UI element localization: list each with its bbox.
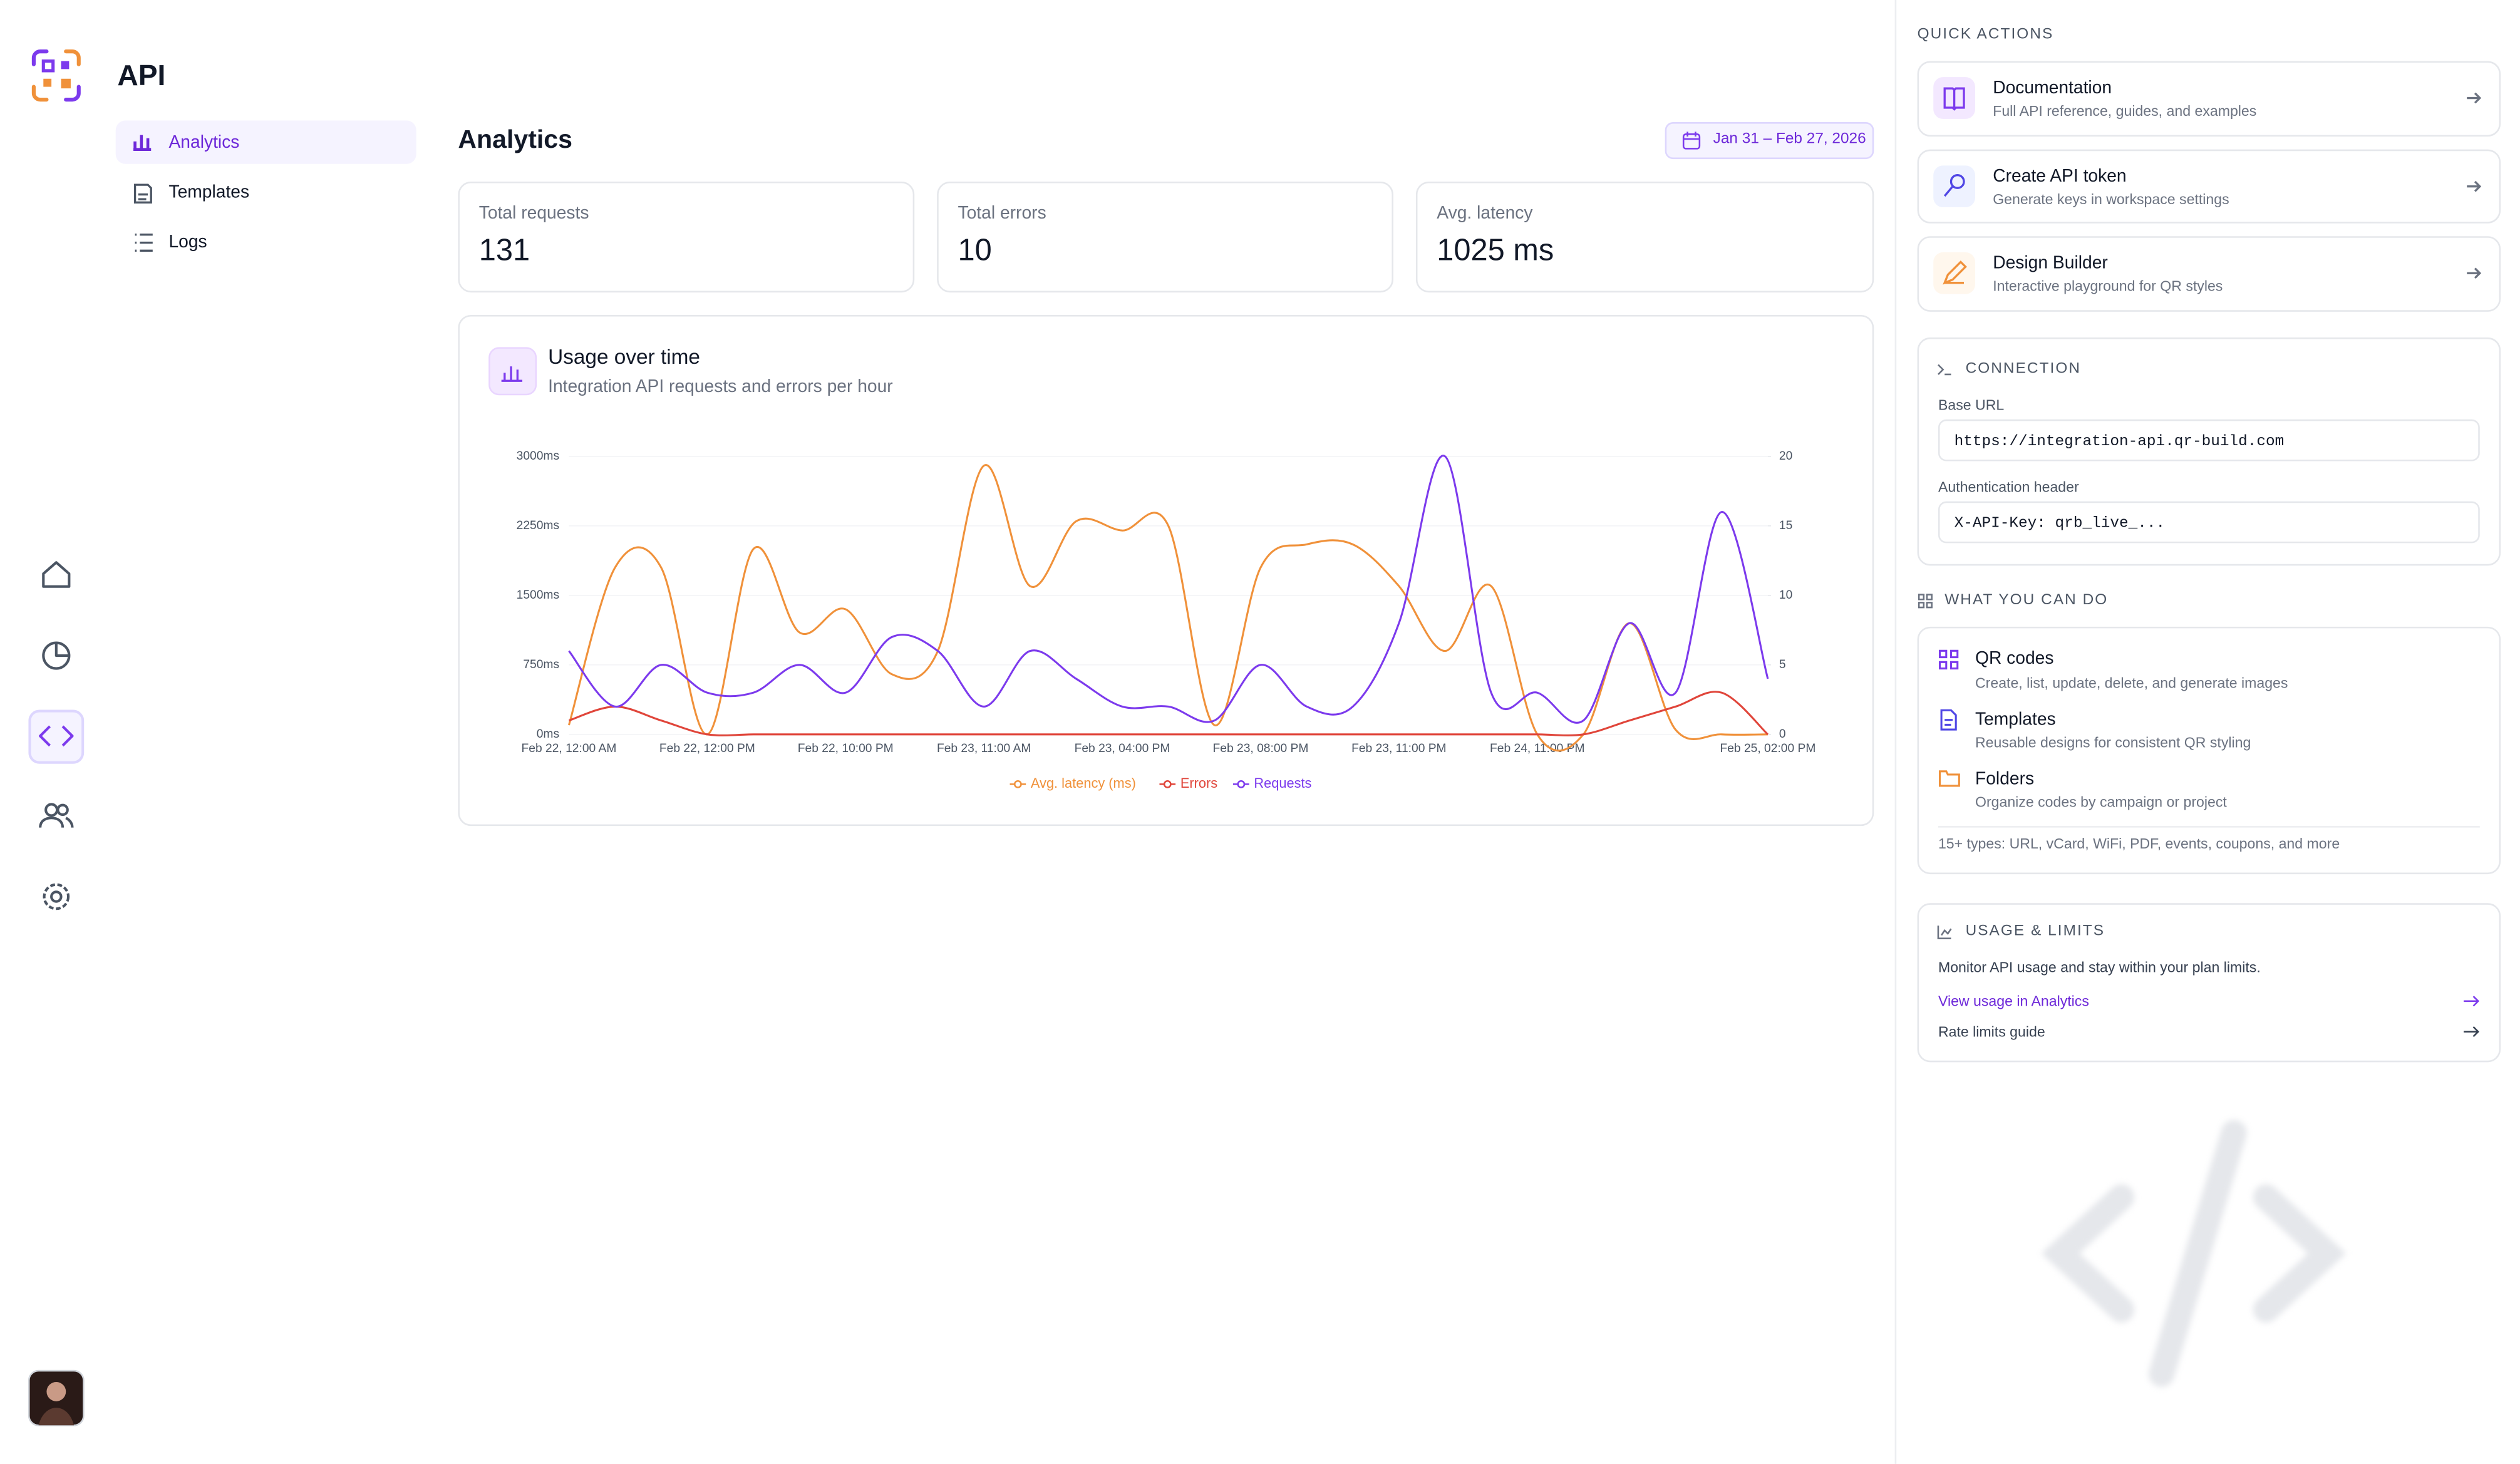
action-desc: Generate keys in workspace settings [1993, 191, 2229, 208]
chart: Usage over time Integration API requests… [488, 346, 1815, 791]
avatar[interactable] [28, 1369, 85, 1426]
grid-icon [1918, 594, 1933, 609]
right-panel [1894, 0, 2520, 1464]
field-label: Authentication header [1938, 478, 2079, 495]
home-icon[interactable] [42, 561, 71, 588]
y2-tick-label: 10 [1779, 589, 1792, 602]
nav-item[interactable]: Analytics [168, 133, 240, 153]
y-tick-label: 1500ms [517, 589, 559, 602]
y-tick-label: 3000ms [517, 450, 559, 463]
field-label: Base URL [1938, 396, 2005, 413]
y2-tick-label: 20 [1779, 450, 1792, 463]
stat-value: 10 [958, 234, 992, 269]
stat-card [937, 181, 1393, 293]
legend-swatch-dot [1013, 780, 1022, 788]
logo [31, 49, 81, 102]
usage-link[interactable]: View usage in Analytics [1938, 992, 2089, 1009]
capability-title: Folders [1975, 770, 2035, 790]
legend-label: Requests [1254, 775, 1311, 791]
stat-label: Avg. latency [1437, 204, 1533, 224]
section-heading: CONNECTION [1965, 359, 2082, 378]
x-tick-label: Feb 25, 02:00 PM [1720, 742, 1815, 755]
y2-tick-label: 0 [1779, 728, 1786, 741]
stat-value: 131 [478, 234, 530, 269]
stat-card [458, 181, 915, 293]
legend-label: Avg. latency (ms) [1031, 775, 1136, 791]
legend-swatch-dot [1237, 780, 1246, 788]
team-icon[interactable] [39, 803, 74, 828]
action-desc: Full API reference, guides, and examples [1993, 103, 2257, 119]
action-desc: Interactive playground for QR styles [1993, 277, 2223, 294]
page-title: Analytics [458, 126, 572, 155]
capability-desc: Organize codes by campaign or project [1975, 793, 2227, 810]
capability-desc: Reusable designs for consistent QR styli… [1975, 734, 2251, 751]
capabilities-card [1917, 626, 2501, 875]
legend-swatch-dot [1163, 780, 1172, 788]
x-tick-label: Feb 22, 10:00 PM [798, 742, 894, 755]
series-line [567, 464, 1768, 752]
x-tick-label: Feb 23, 08:00 PM [1213, 742, 1309, 755]
base-url-field[interactable]: https://integration-api.qr-build.com [1938, 419, 2480, 461]
capability-title: Templates [1975, 710, 2056, 730]
usage-text: Monitor API usage and stay within your p… [1938, 959, 2261, 976]
terminal-icon [1938, 364, 1951, 376]
usage-link[interactable]: Rate limits guide [1938, 1023, 2045, 1040]
chart-icon [488, 347, 537, 396]
capability-title: QR codes [1975, 649, 2054, 669]
x-tick-label: Feb 23, 11:00 AM [937, 742, 1031, 755]
action-icons [1933, 77, 2482, 294]
usage-card [1917, 903, 2501, 1063]
stat-label: Total requests [478, 204, 589, 224]
action-title[interactable]: Design Builder [1993, 254, 2108, 274]
nav-active-bg[interactable] [115, 120, 416, 164]
stat-label: Total errors [958, 204, 1046, 224]
section-heading: QUICK ACTIONS [1917, 26, 2054, 44]
stat-card [1415, 181, 1874, 293]
action-title[interactable]: Documentation [1993, 78, 2112, 98]
auth-header-field[interactable]: X-API-Key: qrb_live_... [1938, 501, 2480, 544]
nav-icons [133, 135, 153, 252]
x-tick-label: Feb 24, 11:00 PM [1490, 742, 1584, 755]
date-range[interactable]: Jan 31 – Feb 27, 2026 [1713, 130, 1866, 148]
capability-note: 15+ types: URL, vCard, WiFi, PDF, events… [1938, 835, 2340, 852]
x-tick-label: Feb 23, 11:00 PM [1351, 742, 1446, 755]
action-title[interactable]: Create API token [1993, 167, 2127, 187]
calendar-icon [1682, 131, 1701, 150]
nav-item[interactable]: Logs [168, 233, 207, 252]
section-heading: USAGE & LIMITS [1965, 922, 2105, 941]
settings-icon[interactable] [43, 883, 70, 910]
icon-rail [28, 49, 85, 1426]
y-tick-label: 0ms [537, 728, 559, 741]
api-icon-active[interactable] [28, 709, 85, 764]
y-tick-label: 2250ms [517, 519, 559, 532]
chart-title: Usage over time [548, 346, 700, 369]
watermark [2041, 1120, 2347, 1387]
capability-icons [1938, 649, 1960, 787]
series-line [568, 691, 1769, 736]
action-card[interactable] [1917, 236, 2501, 312]
x-tick-label: Feb 22, 12:00 AM [522, 742, 617, 755]
connection-card [1917, 337, 2501, 566]
y2-tick-label: 5 [1779, 658, 1786, 671]
section-heading: WHAT YOU CAN DO [1944, 591, 2109, 609]
y2-tick-label: 15 [1779, 519, 1792, 532]
chart-subtitle: Integration API requests and errors per … [548, 376, 893, 396]
action-card[interactable] [1917, 61, 2501, 137]
app-title: API [117, 59, 166, 92]
series-line [568, 455, 1769, 724]
x-tick-label: Feb 23, 04:00 PM [1075, 742, 1170, 755]
chart-card [458, 314, 1874, 827]
x-tick-label: Feb 22, 12:00 PM [659, 742, 755, 755]
capability-desc: Create, list, update, delete, and genera… [1975, 674, 2288, 691]
stat-value: 1025 ms [1437, 234, 1554, 269]
divider [1938, 826, 2480, 828]
nav-item[interactable]: Templates [168, 183, 250, 203]
y-tick-label: 750ms [523, 658, 559, 671]
chart-small-icon [1937, 925, 1952, 940]
action-card[interactable] [1917, 149, 2501, 224]
legend-label: Errors [1180, 775, 1217, 791]
link-arrows [2464, 996, 2480, 1038]
